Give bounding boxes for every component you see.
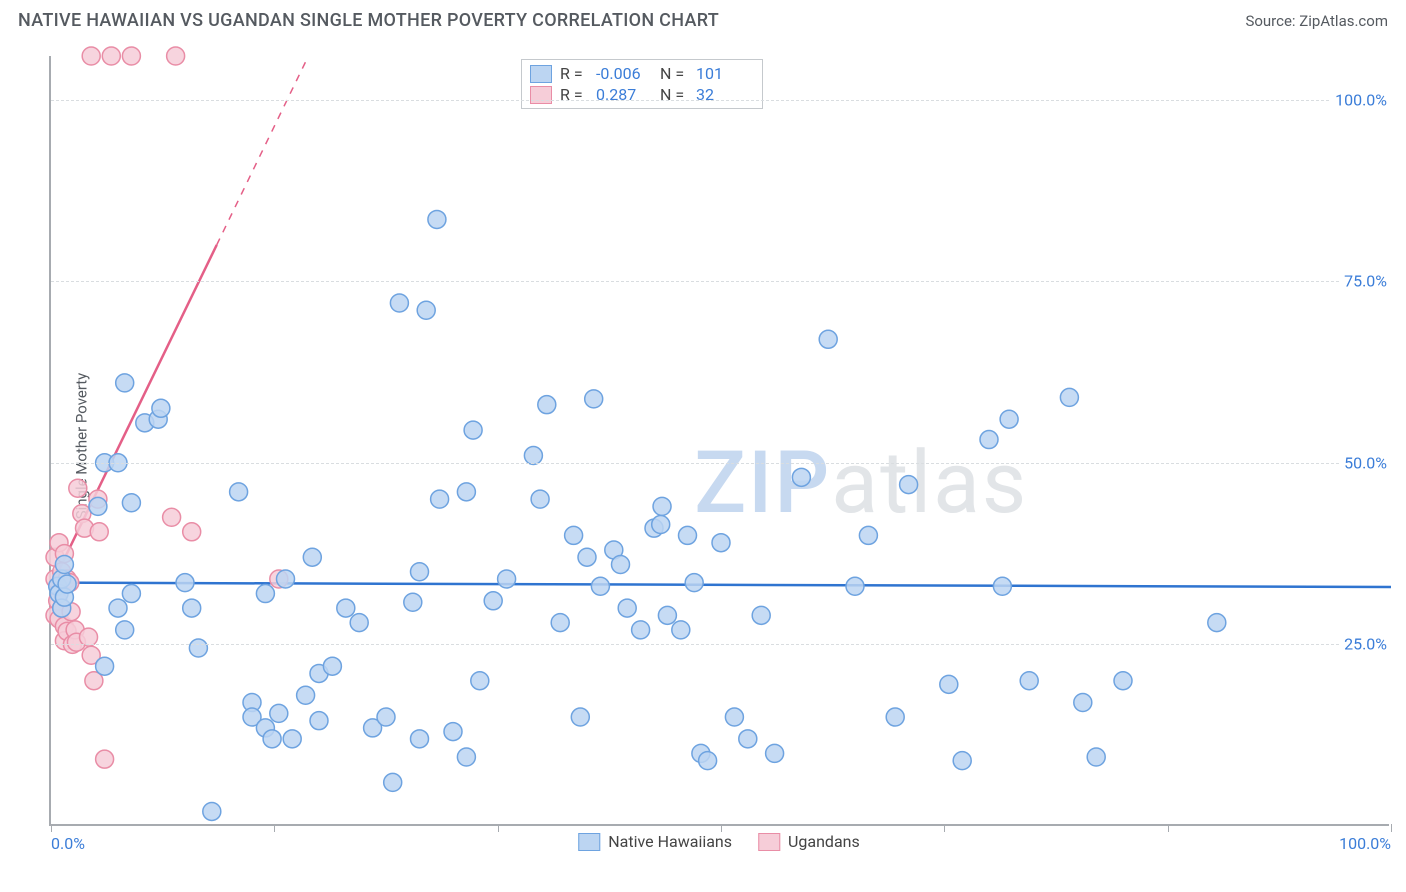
chart-header: NATIVE HAWAIIAN VS UGANDAN SINGLE MOTHER… xyxy=(0,0,1406,37)
y-tick-label: 50.0% xyxy=(1340,453,1391,472)
x-tick xyxy=(498,824,499,832)
source-attribution: Source: ZipAtlas.com xyxy=(1245,12,1388,30)
chart-title: NATIVE HAWAIIAN VS UGANDAN SINGLE MOTHER… xyxy=(18,10,719,31)
source-prefix: Source: xyxy=(1245,12,1299,30)
legend-label: Native Hawaiians xyxy=(608,832,732,851)
x-tick xyxy=(721,824,722,832)
legend-label: Ugandans xyxy=(788,832,860,851)
stat-r-value: -0.006 xyxy=(596,64,652,83)
x-tick xyxy=(1168,824,1169,832)
plot-wrapper: ZIPatlas R =-0.006N =101R =0.287N =32 25… xyxy=(49,56,1389,826)
series-swatch xyxy=(578,833,600,851)
stat-r-label: R = xyxy=(560,85,588,104)
stat-n-label: N = xyxy=(660,85,688,104)
series-swatch xyxy=(530,65,552,83)
stat-r-value: 0.287 xyxy=(596,85,652,104)
x-tick-label: 100.0% xyxy=(1339,834,1391,853)
legend-item: Ugandans xyxy=(758,832,860,851)
stat-n-label: N = xyxy=(660,64,688,83)
x-tick xyxy=(944,824,945,832)
stat-n-value: 101 xyxy=(696,64,752,83)
gridline-horizontal xyxy=(51,281,1389,282)
series-swatch xyxy=(758,833,780,851)
gridline-horizontal xyxy=(51,463,1389,464)
y-tick-label: 100.0% xyxy=(1331,90,1391,109)
stats-row: R = 0.287 N = 32 xyxy=(530,85,752,104)
y-tick-label: 75.0% xyxy=(1340,272,1391,291)
gridline-horizontal xyxy=(51,100,1389,101)
x-tick xyxy=(1391,824,1392,832)
source-name: ZipAtlas.com xyxy=(1299,12,1388,30)
stat-n-value: 32 xyxy=(696,85,752,104)
stats-legend-box: R = -0.006 N = 101 R = 0.287 N = 32 xyxy=(521,59,763,109)
y-tick-label: 25.0% xyxy=(1340,635,1391,654)
chart-svg xyxy=(51,56,1391,826)
x-tick-label: 0.0% xyxy=(51,834,85,853)
stats-row: R = -0.006 N = 101 xyxy=(530,64,752,83)
x-tick xyxy=(274,824,275,832)
series-swatch xyxy=(530,86,552,104)
x-tick xyxy=(51,824,52,832)
scatter-plot-area: ZIPatlas R =-0.006N =101R =0.287N =32 25… xyxy=(49,56,1389,826)
gridline-horizontal xyxy=(51,644,1389,645)
bottom-legend: Native Hawaiians Ugandans xyxy=(578,832,859,851)
stat-r-label: R = xyxy=(560,64,588,83)
legend-item: Native Hawaiians xyxy=(578,832,732,851)
